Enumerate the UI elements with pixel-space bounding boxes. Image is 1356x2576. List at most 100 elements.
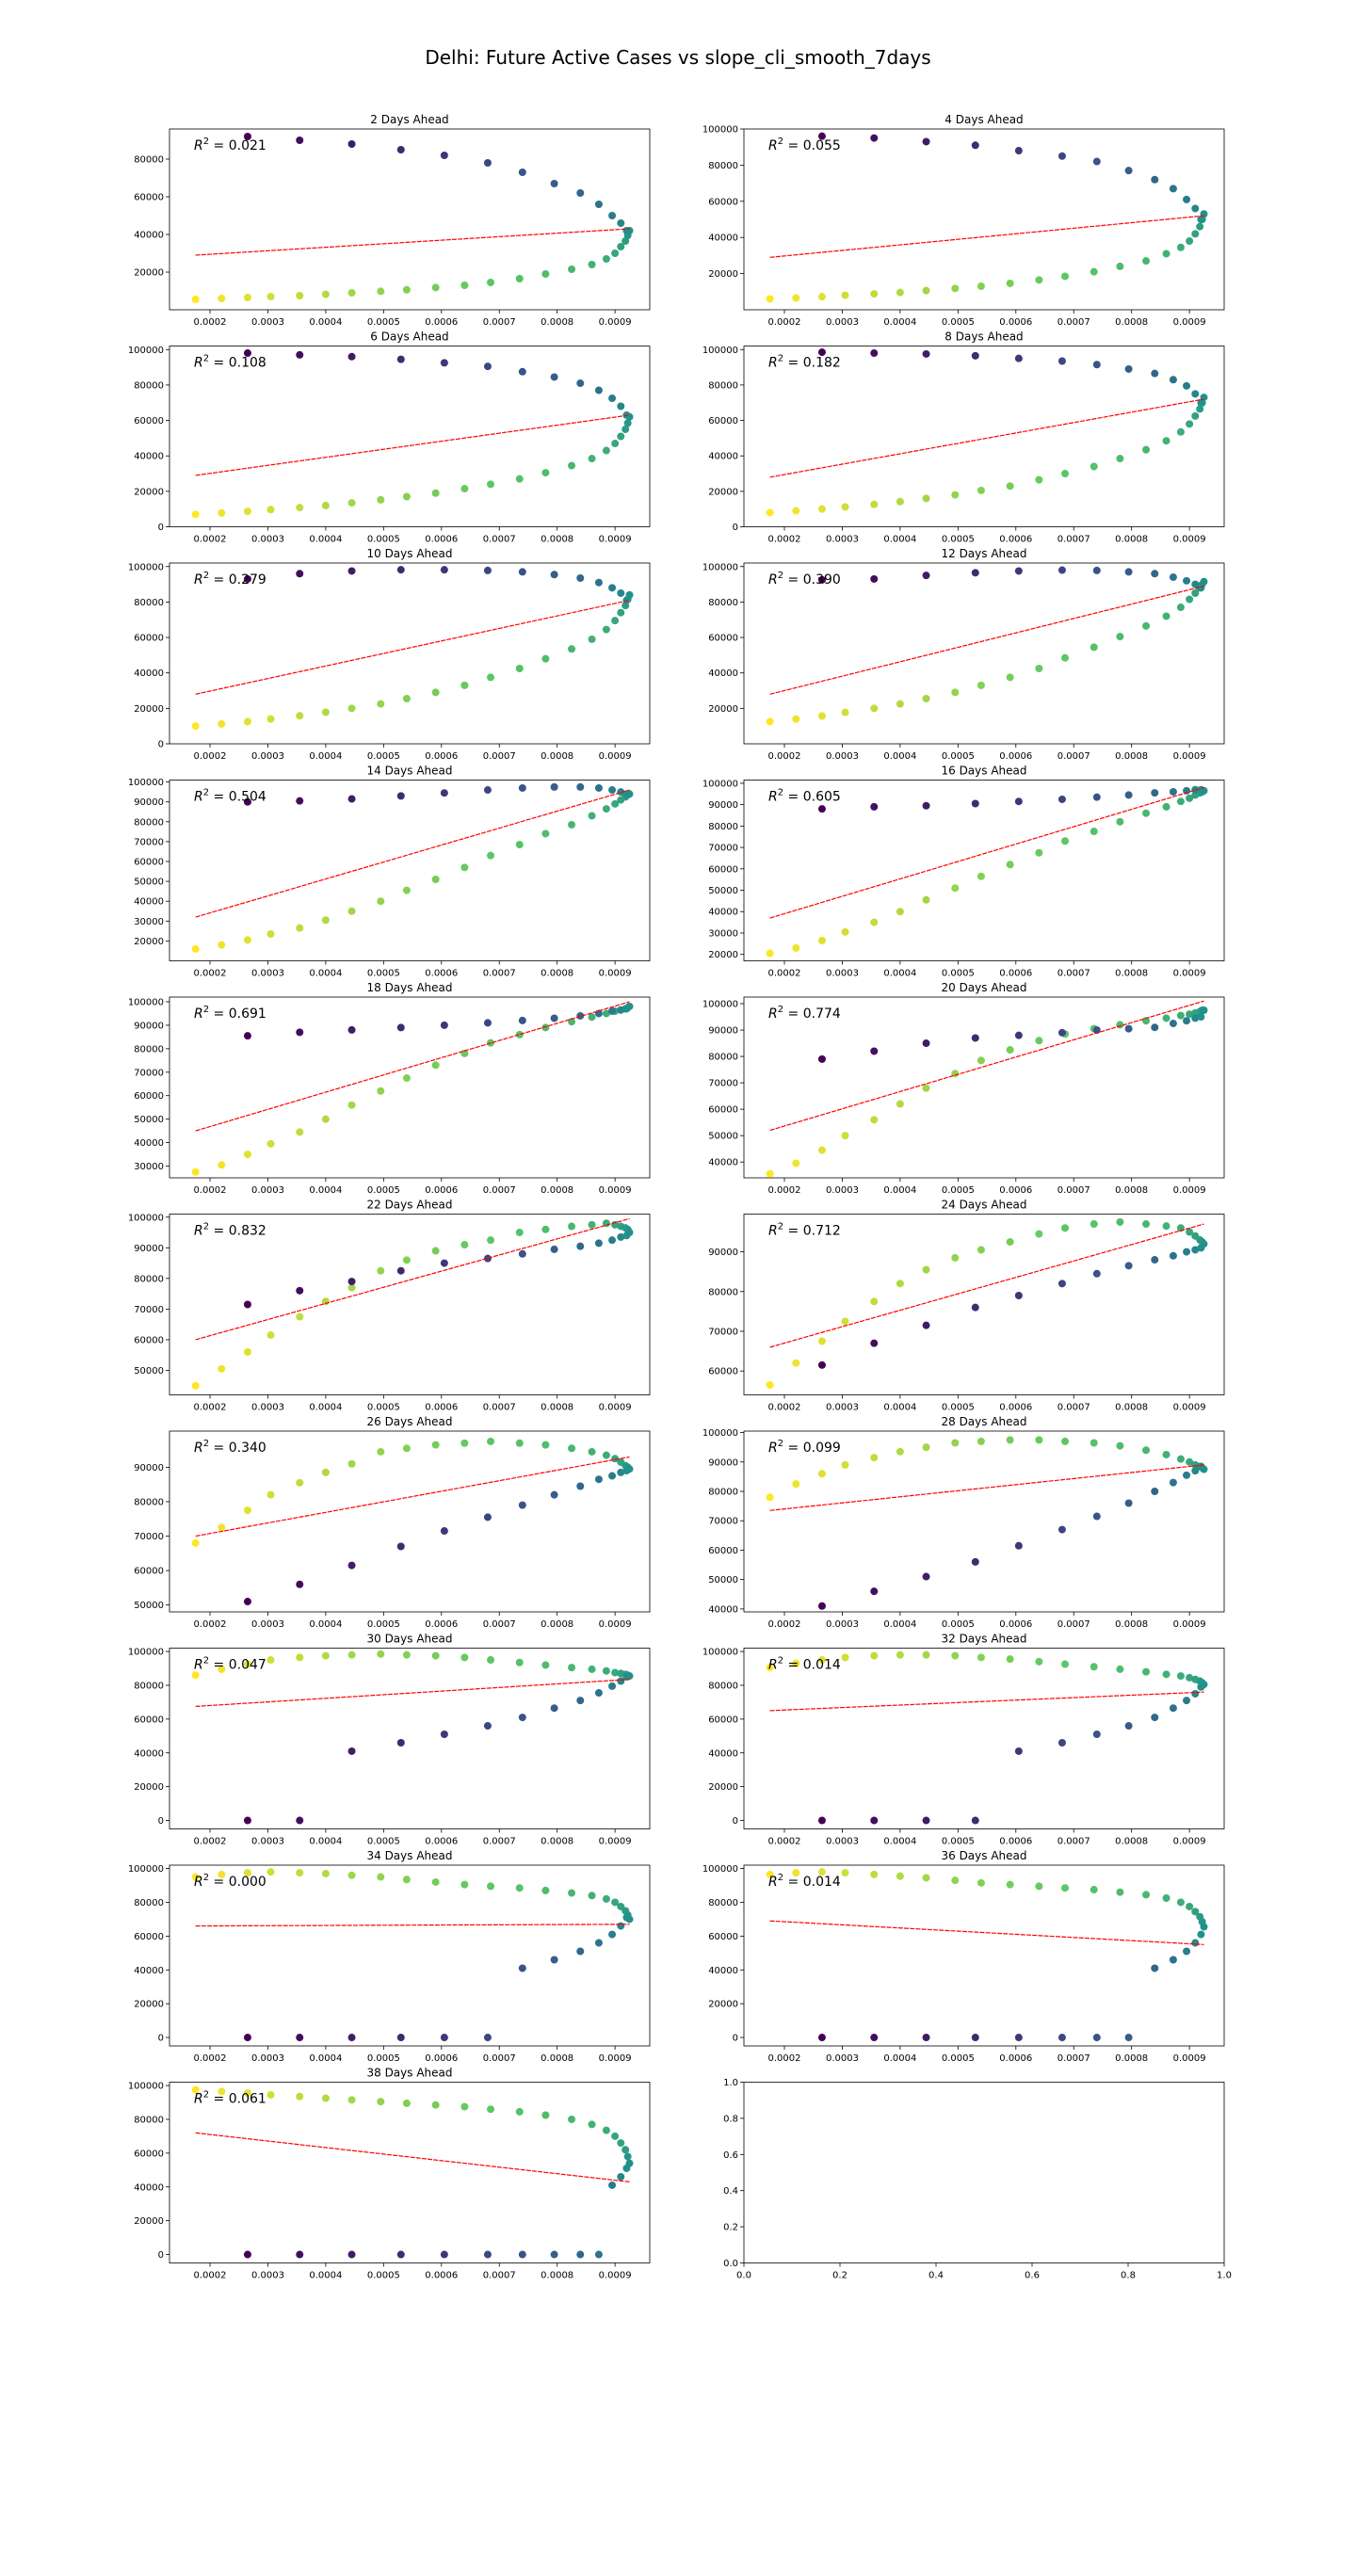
data-point — [1090, 1220, 1098, 1229]
data-point — [1176, 427, 1185, 436]
data-point — [243, 1347, 251, 1356]
data-point — [922, 895, 930, 904]
data-point — [594, 2250, 603, 2259]
data-point — [1186, 1673, 1194, 1682]
data-point — [402, 1444, 411, 1453]
y-tick-label: 80000 — [708, 1053, 738, 1063]
data-point — [1092, 1512, 1101, 1521]
x-tick-label: 0.0009 — [1173, 751, 1206, 762]
data-point — [568, 1222, 576, 1231]
data-point — [1061, 1884, 1070, 1892]
data-point — [347, 1283, 356, 1292]
data-point — [483, 786, 492, 795]
y-tick-label: 40000 — [708, 1158, 738, 1168]
data-point — [1057, 357, 1066, 365]
y-tick-label: 60000 — [134, 1335, 164, 1345]
data-point — [870, 704, 879, 713]
data-point — [1197, 1682, 1205, 1691]
subplot-title: 18 Days Ahead — [366, 981, 452, 994]
data-point — [550, 180, 558, 187]
x-tick-label: 0.0003 — [251, 751, 284, 762]
data-point — [321, 501, 330, 509]
data-point — [1116, 455, 1124, 463]
data-point — [1116, 1217, 1124, 1226]
data-point — [1151, 1488, 1159, 1495]
x-tick-label: 0.0004 — [309, 317, 342, 328]
data-point — [1006, 1880, 1014, 1889]
data-point — [841, 1132, 849, 1140]
data-point — [550, 2250, 558, 2259]
data-point — [243, 1660, 251, 1668]
data-point — [792, 1869, 800, 1877]
data-point — [541, 654, 550, 663]
y-tick-label: 80000 — [708, 1898, 738, 1908]
data-point — [1162, 1222, 1170, 1231]
data-point — [541, 1225, 550, 1233]
data-point — [431, 1877, 440, 1886]
y-tick-label: 60000 — [708, 1932, 738, 1942]
r2-annotation: R2 = 0.340 — [194, 1439, 266, 1456]
x-tick-label: 0.0006 — [425, 2271, 458, 2281]
y-tick-label: 60000 — [134, 1932, 164, 1942]
y-tick-label: 70000 — [708, 844, 738, 854]
y-tick-label: 100000 — [702, 346, 738, 356]
x-tick-label: 0.0007 — [1057, 1185, 1090, 1196]
data-point — [296, 350, 304, 359]
data-point — [977, 282, 985, 291]
x-tick-label: 0.0009 — [1173, 1185, 1206, 1196]
data-point — [483, 1513, 492, 1521]
subplot-9: 18 Days Ahead 0.0002 0.0003 0.0004 0.0005 0.0… — [128, 981, 651, 1196]
data-point — [617, 608, 625, 617]
data-point — [1196, 222, 1204, 231]
data-point — [922, 1443, 930, 1452]
data-point — [541, 1441, 550, 1449]
data-point — [1090, 1663, 1098, 1671]
data-point — [870, 1651, 879, 1660]
x-tick-label: 0.0003 — [826, 535, 859, 545]
x-tick-label: 0.0007 — [483, 1403, 516, 1413]
x-tick-label: 0.0002 — [194, 317, 227, 328]
data-point — [402, 2099, 411, 2107]
x-tick-label: 0.0002 — [194, 1837, 227, 1847]
y-tick-label: 80000 — [134, 380, 164, 391]
x-tick-label: 0.2 — [832, 2271, 848, 2281]
data-point — [1090, 1439, 1098, 1447]
regression-line — [195, 1217, 630, 1341]
y-tick-label: 0 — [158, 523, 164, 533]
y-tick-label: 20000 — [134, 268, 164, 279]
data-point — [568, 1889, 576, 1897]
y-tick-label: 60000 — [708, 416, 738, 427]
data-point — [1057, 1525, 1066, 1534]
data-point — [243, 1506, 251, 1515]
x-tick-label: 0.0004 — [883, 1185, 916, 1196]
data-point — [922, 1572, 930, 1581]
r2-annotation: R2 = 0.021 — [194, 137, 266, 153]
data-point — [951, 284, 960, 293]
data-point — [1151, 570, 1159, 578]
plot-frame — [169, 1214, 651, 1395]
data-point — [870, 1816, 879, 1825]
data-point — [550, 1245, 558, 1253]
data-point — [617, 402, 625, 411]
x-tick-label: 0.0008 — [541, 1619, 573, 1630]
data-point — [515, 1439, 524, 1447]
y-tick-label: 0.2 — [723, 2223, 738, 2233]
data-point — [896, 1280, 904, 1288]
data-point — [431, 875, 440, 883]
data-point — [1176, 1011, 1185, 1020]
y-tick-label: 100000 — [702, 1428, 738, 1439]
data-point — [896, 1872, 904, 1880]
data-point — [296, 1580, 304, 1588]
y-tick-label: 60000 — [708, 197, 738, 207]
y-tick-label: 40000 — [134, 452, 164, 462]
data-point — [347, 907, 356, 915]
data-point — [617, 1006, 625, 1014]
data-point — [622, 1673, 631, 1682]
x-tick-label: 0.0005 — [942, 969, 975, 979]
data-point — [611, 617, 620, 625]
data-point — [766, 717, 774, 726]
data-point — [896, 288, 904, 297]
data-point — [1186, 1228, 1194, 1236]
data-point — [440, 152, 448, 159]
